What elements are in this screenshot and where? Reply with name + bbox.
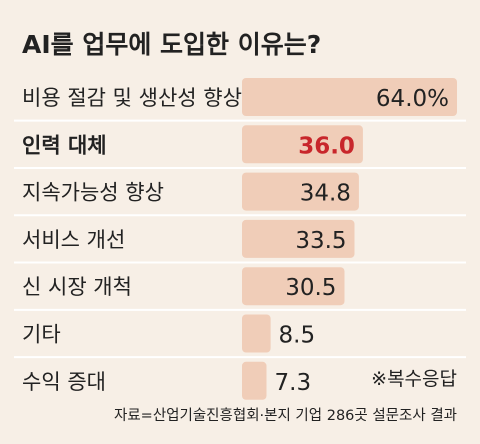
bar-rows: 비용 절감 및 생산성 향상 64.0% 인력 대체 36.0 지속가능성 향상 34.8… [14, 78, 466, 400]
category-label: 수익 증대 [22, 370, 106, 394]
category-label: 지속가능성 향상 [22, 181, 164, 205]
category-label: 비용 절감 및 생산성 향상 [22, 86, 242, 110]
bar [242, 361, 267, 400]
bar [242, 78, 457, 116]
category-label: 인력 대체 [22, 133, 107, 157]
value-label: 30.5 [285, 275, 336, 301]
bar [242, 267, 345, 306]
value-label: 64.0% [376, 86, 449, 112]
multiple-response-note: ※복수응답 [371, 368, 457, 390]
value-label: 33.5 [295, 228, 346, 254]
source-note: 자료=산업기술진흥협회·본지 기업 286곳 설문조사 결과 [114, 406, 457, 424]
bar [242, 219, 355, 258]
chart-title: AI를 업무에 도입한 이유는? [22, 30, 321, 59]
value-label: 34.8 [300, 181, 351, 207]
bar [242, 314, 271, 353]
category-label: 신 시장 개척 [22, 275, 132, 299]
value-label: 36.0 [298, 133, 355, 159]
bar [242, 125, 363, 164]
category-label: 기타 [22, 323, 61, 347]
value-label: 8.5 [279, 323, 316, 349]
bar [242, 172, 359, 211]
value-label: 7.3 [275, 370, 312, 396]
category-label: 서비스 개선 [22, 228, 125, 252]
